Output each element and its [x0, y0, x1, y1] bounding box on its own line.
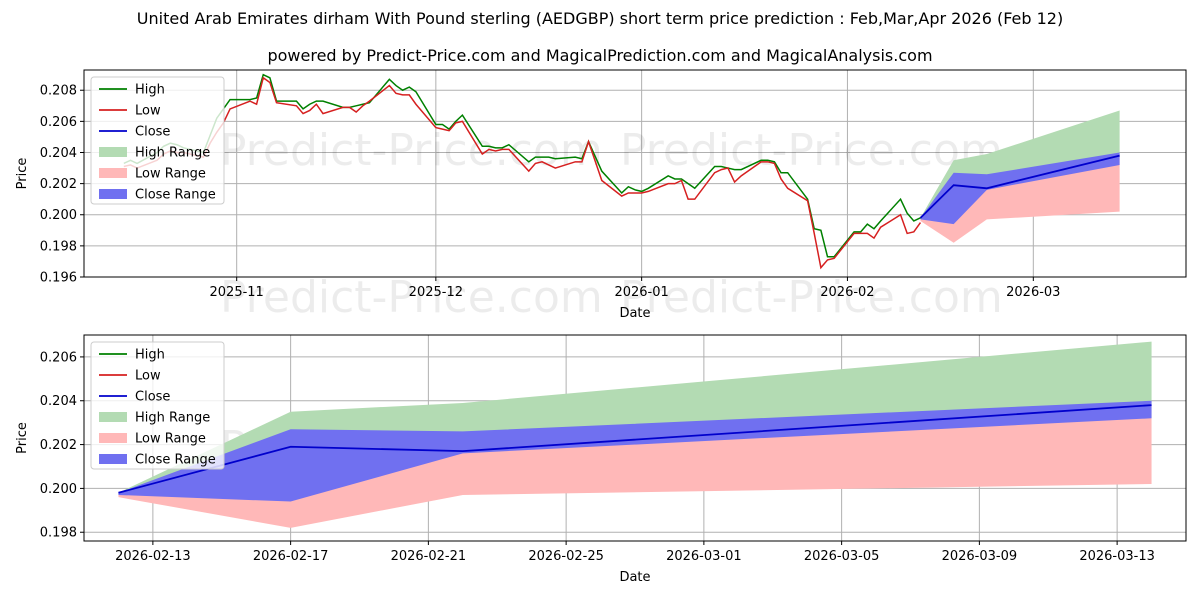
bottom-xtick-label: 2026-02-21 — [391, 549, 467, 564]
bottom-xtick-label: 2026-02-13 — [115, 549, 191, 564]
legend-low-range-swatch — [99, 433, 127, 443]
bottom-legend: High Low Close High Range Low Range Close Ran… — [90, 341, 225, 470]
top-yaxis-label: Price — [15, 158, 30, 190]
legend-low-label: Low — [135, 104, 161, 119]
low-series-line — [123, 76, 922, 270]
legend-close-range-label: Close Range — [135, 188, 216, 203]
legend-close-label: Close — [135, 125, 170, 140]
legend-low-range-label: Low Range — [135, 432, 206, 447]
watermark: Predict-Price.com — [620, 125, 1003, 176]
legend-high-range-label: High Range — [135, 411, 210, 426]
low-range-band — [920, 155, 1120, 243]
top-xtick-label: 2025-11 — [210, 285, 264, 300]
bottom-xaxis-label: Date — [619, 570, 650, 585]
bottom-axes-frame — [83, 334, 1187, 542]
legend-close-range-swatch — [99, 454, 127, 464]
legend-low-label: Low — [135, 369, 161, 384]
bottom-yaxis-label: Price — [15, 422, 30, 454]
watermark: Predict-Price.com — [220, 272, 603, 323]
top-xaxis-label: Date — [619, 306, 650, 321]
top-panel: Predict-Price.com Predict-Price.com Predic… — [15, 69, 1187, 323]
top-ytick-label: 0.196 — [40, 271, 77, 286]
top-legend: High Low Close High Range Low Range Close Ran… — [90, 76, 225, 205]
top-axes-frame — [83, 69, 1187, 278]
close-series-line — [118, 404, 1152, 494]
bottom-ytick-label: 0.206 — [40, 350, 77, 365]
top-xtick-label: 2026-02 — [820, 285, 874, 300]
bottom-xtick-label: 2026-02-25 — [528, 549, 604, 564]
top-ytick-label: 0.206 — [40, 115, 77, 130]
top-ytick-label: 0.200 — [40, 208, 77, 223]
legend-high-range-swatch — [99, 147, 127, 157]
legend-high-range-label: High Range — [135, 146, 210, 161]
low-range-band — [118, 405, 1152, 528]
top-xtick-label: 2026-03 — [1006, 285, 1060, 300]
legend-high-label: High — [135, 83, 165, 98]
watermark: Predict-Price.com — [220, 125, 603, 176]
bottom-panel: Predict-Price.comPredict-Price.com0.1980… — [15, 334, 1187, 585]
top-ytick-label: 0.198 — [40, 239, 77, 254]
high-range-band — [920, 110, 1120, 218]
bottom-ytick-label: 0.202 — [40, 438, 77, 453]
bottom-xtick-label: 2026-02-17 — [253, 549, 329, 564]
legend-close-range-swatch — [99, 189, 127, 199]
close-range-band — [920, 152, 1120, 225]
high-series-line — [123, 73, 921, 258]
bottom-ytick-label: 0.204 — [40, 394, 77, 409]
high-range-band — [118, 341, 1152, 493]
legend-low-range-swatch — [99, 168, 127, 178]
legend-high-label: High — [135, 348, 165, 363]
bottom-xtick-label: 2026-03-05 — [804, 549, 880, 564]
close-series-line — [919, 154, 1120, 219]
top-ytick-label: 0.208 — [40, 84, 77, 99]
bottom-xtick-label: 2026-03-13 — [1079, 549, 1155, 564]
bottom-xtick-label: 2026-03-09 — [942, 549, 1018, 564]
bottom-ytick-label: 0.200 — [40, 482, 77, 497]
top-ytick-label: 0.204 — [40, 146, 77, 161]
bottom-ytick-label: 0.198 — [40, 526, 77, 541]
top-xtick-label: 2026-01 — [614, 285, 668, 300]
top-ytick-label: 0.202 — [40, 177, 77, 192]
legend-close-label: Close — [135, 390, 170, 405]
legend-low-range-label: Low Range — [135, 167, 206, 182]
legend-high-range-swatch — [99, 412, 127, 422]
chart-subtitle: powered by Predict-Price.com and Magical… — [267, 46, 933, 65]
watermark: Predict-Price.com — [620, 272, 1003, 323]
legend-close-range-label: Close Range — [135, 453, 216, 468]
chart-title: United Arab Emirates dirham With Pound s… — [136, 9, 1064, 28]
bottom-xtick-label: 2026-03-01 — [666, 549, 742, 564]
top-xtick-label: 2025-12 — [409, 285, 463, 300]
close-range-band — [118, 400, 1152, 502]
